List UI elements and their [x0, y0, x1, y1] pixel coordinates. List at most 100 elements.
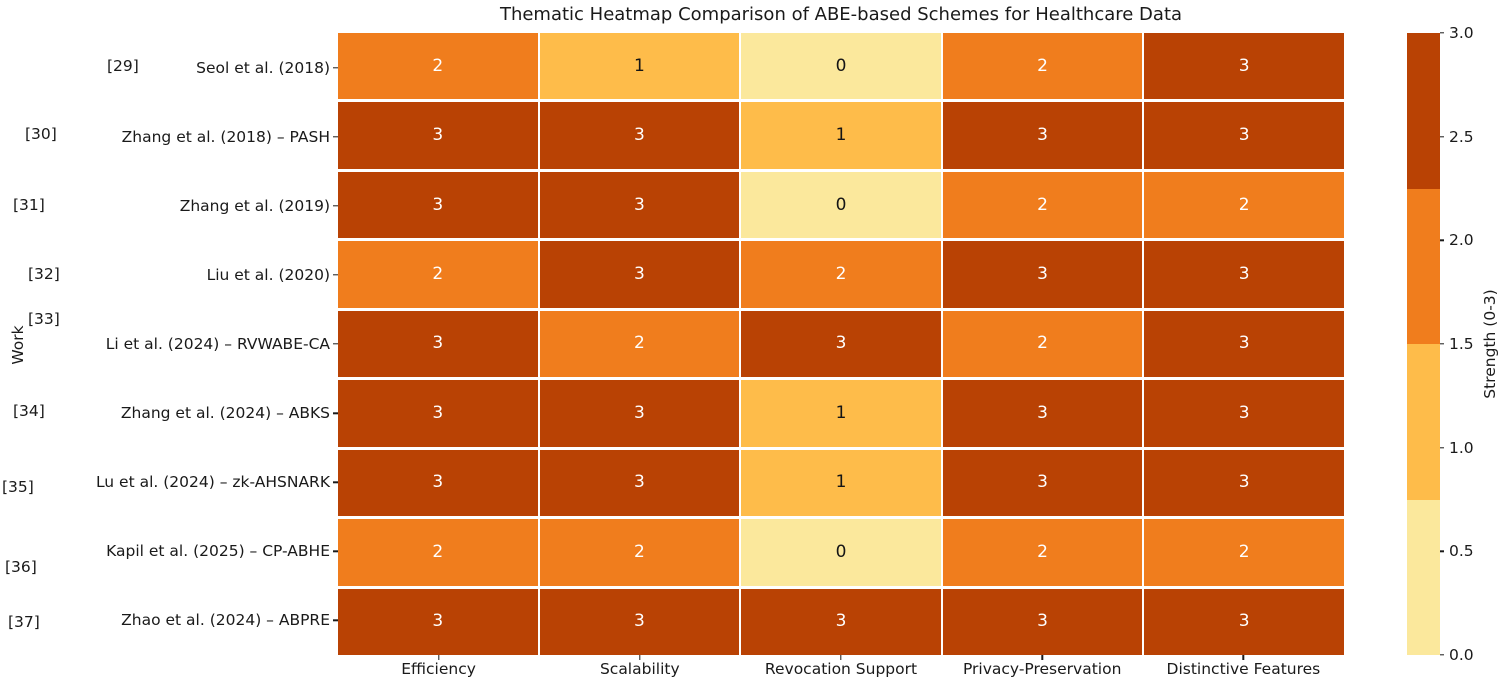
heatmap-cell: 1 — [539, 33, 740, 100]
heatmap-cell: 3 — [539, 241, 740, 308]
heatmap-cell: 3 — [1144, 33, 1344, 100]
colorbar-tick-label: 0.5 — [1449, 542, 1474, 561]
colorbar-segment — [1407, 344, 1440, 500]
y-tick-mark — [333, 619, 338, 622]
heatmap-cell: 2 — [338, 33, 538, 100]
y-tick-label: Zhang et al. (2018) – PASH — [121, 127, 330, 146]
heatmap-cell: 1 — [741, 380, 941, 447]
heatmap-cell: 3 — [741, 310, 941, 378]
citation-label: [33] — [28, 310, 60, 328]
x-tick-mark — [437, 655, 440, 660]
y-tick-label: Zhang et al. (2024) – ABKS — [120, 404, 330, 423]
heatmap-cell: 3 — [942, 241, 1143, 308]
heatmap-cell: 3 — [539, 171, 740, 239]
colorbar-tick-mark — [1440, 239, 1444, 242]
heatmap-cell: 3 — [1144, 449, 1344, 517]
x-tick-label: Revocation Support — [764, 660, 918, 678]
colorbar-tick-label: 2.5 — [1449, 127, 1474, 146]
heatmap-cell: 3 — [338, 102, 538, 169]
x-tick-mark — [1242, 655, 1245, 660]
x-tick-mark — [639, 655, 641, 660]
heatmap-cell: 2 — [741, 241, 941, 308]
y-tick-mark — [333, 481, 338, 483]
heatmap-cell: 3 — [1144, 102, 1344, 169]
heatmap-cell: 2 — [942, 519, 1143, 586]
y-tick-mark — [333, 343, 338, 345]
heatmap-cell: 3 — [741, 588, 941, 655]
colorbar-tick-mark — [1440, 343, 1444, 345]
heatmap-cell: 3 — [942, 380, 1143, 447]
colorbar — [1407, 33, 1440, 655]
colorbar-tick-mark — [1440, 654, 1444, 656]
citation-label: [37] — [8, 613, 40, 631]
y-tick-mark — [333, 205, 338, 207]
colorbar-tick-mark — [1440, 550, 1444, 553]
y-tick-mark — [333, 66, 338, 69]
y-tick-mark — [333, 412, 338, 414]
heatmap-cell: 3 — [539, 380, 740, 447]
x-tick-label: Distinctive Features — [1166, 660, 1321, 678]
heatmap-cell: 3 — [942, 102, 1143, 169]
x-tick-label: Privacy-Preservation — [962, 660, 1122, 678]
heatmap-cell: 3 — [539, 588, 740, 655]
citation-label: [31] — [13, 196, 45, 214]
y-tick-mark — [333, 550, 338, 553]
chart-title: Thematic Heatmap Comparison of ABE-based… — [499, 4, 1183, 25]
heatmap-cell: 2 — [338, 519, 538, 586]
y-tick-label: Liu et al. (2020) — [206, 265, 330, 284]
colorbar-tick-label: 3.0 — [1449, 24, 1474, 42]
y-tick-label: Seol et al. (2018) — [196, 58, 330, 77]
y-tick-label: Zhao et al. (2024) – ABPRE — [121, 611, 330, 630]
heatmap-cell: 3 — [539, 102, 740, 169]
heatmap-cell: 2 — [942, 310, 1143, 378]
colorbar-tick-label: 2.0 — [1449, 231, 1474, 250]
y-tick-mark — [333, 274, 338, 276]
heatmap-cell: 3 — [338, 449, 538, 517]
heatmap-cell: 3 — [1144, 241, 1344, 308]
heatmap-cell: 3 — [338, 380, 538, 447]
citation-label: [34] — [13, 402, 45, 420]
x-tick-label: Efficiency — [401, 660, 476, 678]
colorbar-tick-label: 0.0 — [1449, 646, 1474, 664]
colorbar-tick-label: 1.0 — [1449, 438, 1474, 457]
heatmap-cell: 2 — [1144, 519, 1344, 586]
heatmap-cell: 3 — [1144, 380, 1344, 447]
colorbar-tick-mark — [1440, 135, 1444, 138]
heatmap-cell: 3 — [1144, 588, 1344, 655]
colorbar-tick-mark — [1440, 32, 1444, 34]
y-tick-mark — [333, 135, 338, 138]
heatmap-cell: 0 — [741, 519, 941, 586]
x-tick-mark — [840, 655, 842, 660]
colorbar-segment — [1407, 188, 1440, 344]
colorbar-tick-mark — [1440, 446, 1444, 449]
heatmap-cell: 2 — [1144, 171, 1344, 239]
heatmap-cell: 0 — [741, 33, 941, 100]
heatmap-cell: 2 — [942, 33, 1143, 100]
heatmap-cell: 3 — [942, 449, 1143, 517]
y-tick-label: Li et al. (2024) – RVWABE-CA — [105, 335, 330, 353]
heatmap-cell: 0 — [741, 171, 941, 239]
heatmap-cell: 3 — [338, 588, 538, 655]
x-tick-mark — [1041, 655, 1043, 660]
x-tick-label: Scalability — [599, 660, 680, 678]
heatmap-cell: 2 — [338, 241, 538, 308]
heatmap-cell: 3 — [539, 449, 740, 517]
y-tick-label: Lu et al. (2024) – zk-AHSNARK — [95, 473, 330, 492]
heatmap-cell: 2 — [539, 519, 740, 586]
heatmap-cell: 3 — [942, 588, 1143, 655]
colorbar-label: Strength (0-3) — [1481, 289, 1499, 399]
colorbar-segment — [1407, 33, 1440, 189]
citation-label: [30] — [25, 125, 57, 143]
heatmap-cell: 1 — [741, 102, 941, 169]
citation-label: [36] — [5, 558, 37, 576]
heatmap-cell: 2 — [539, 310, 740, 378]
citation-label: [35] — [2, 478, 34, 496]
citation-label: [32] — [28, 265, 60, 283]
citation-label: [29] — [107, 57, 139, 75]
y-tick-label: Kapil et al. (2025) – CP-ABHE — [106, 542, 330, 561]
y-tick-label: Zhang et al. (2019) — [179, 196, 330, 215]
heatmap-cell: 3 — [338, 171, 538, 239]
heatmap-cell: 1 — [741, 449, 941, 517]
colorbar-segment — [1407, 499, 1440, 655]
